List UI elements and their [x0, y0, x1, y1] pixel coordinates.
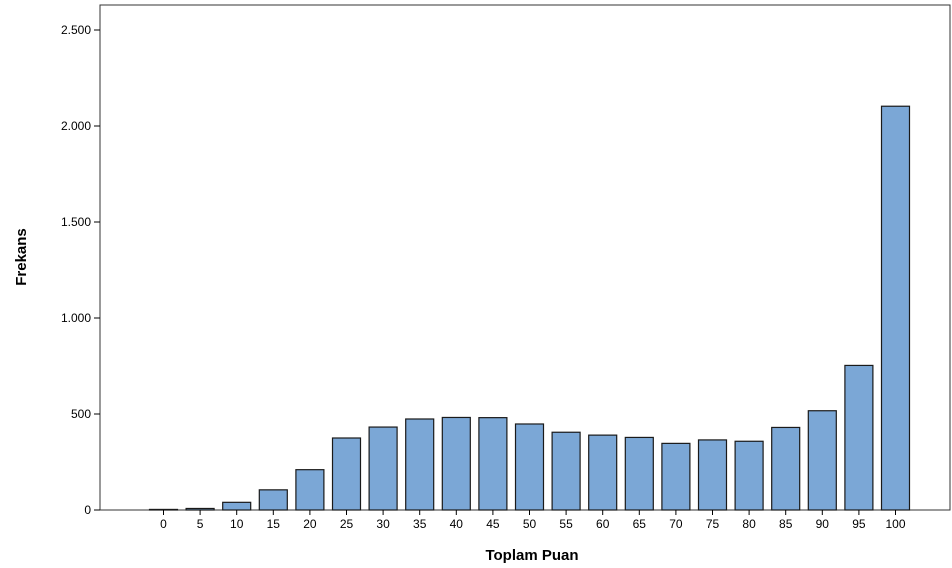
bar-10 [222, 501, 252, 511]
y-tick-label: 1.000 [61, 311, 91, 325]
x-tick-label: 95 [852, 517, 866, 531]
x-tick-label: 30 [376, 517, 390, 531]
x-tick-label: 75 [706, 517, 720, 531]
y-tick-label: 2.500 [61, 23, 91, 37]
bar-30 [368, 426, 398, 511]
x-axis: 0 5 10 15 20 25 30 35 40 45 50 55 60 65 70 75 80 85 90 95 10… [160, 510, 906, 531]
x-tick-label: 55 [559, 517, 573, 531]
bar-0 [148, 508, 179, 511]
bar-55 [551, 431, 581, 511]
x-tick-label: 70 [669, 517, 683, 531]
bars [148, 105, 911, 511]
x-tick-label: 10 [230, 517, 244, 531]
bar-75 [697, 439, 728, 511]
x-tick-label: 35 [413, 517, 427, 531]
bar-100 [880, 105, 911, 511]
x-axis-title: Toplam Puan [485, 547, 578, 564]
bar-20 [295, 469, 325, 511]
bar-85 [771, 426, 801, 511]
x-tick-label: 65 [633, 517, 647, 531]
x-tick-label: 85 [779, 517, 793, 531]
x-tick-label: 80 [742, 517, 756, 531]
y-axis: 0 500 1.000 1.500 2.000 2.500 [61, 23, 100, 517]
x-tick-label: 0 [160, 517, 167, 531]
x-tick-label: 50 [523, 517, 537, 531]
bar-15 [258, 489, 288, 511]
y-tick-label: 0 [84, 503, 91, 517]
x-tick-label: 60 [596, 517, 610, 531]
y-axis-title: Frekans [13, 228, 30, 286]
x-tick-label: 25 [340, 517, 354, 531]
bar-60 [588, 434, 618, 511]
y-tick-label: 1.500 [61, 215, 91, 229]
x-tick-label: 20 [303, 517, 317, 531]
x-tick-label: 40 [450, 517, 464, 531]
bar-70 [661, 442, 691, 511]
bar-45 [478, 417, 508, 511]
bar-90 [807, 410, 837, 511]
x-tick-label: 45 [486, 517, 500, 531]
y-tick-label: 2.000 [61, 119, 91, 133]
bar-5 [185, 507, 215, 511]
y-tick-label: 500 [71, 407, 91, 421]
bar-40 [441, 416, 471, 511]
bar-25 [331, 437, 362, 511]
bar-95 [844, 364, 874, 511]
x-tick-label: 5 [197, 517, 204, 531]
bar-35 [405, 418, 435, 511]
bar-65 [624, 436, 654, 511]
x-tick-label: 90 [816, 517, 830, 531]
bar-50 [514, 423, 545, 511]
bar-80 [734, 440, 764, 511]
x-tick-label: 100 [885, 517, 905, 531]
x-tick-label: 15 [267, 517, 281, 531]
